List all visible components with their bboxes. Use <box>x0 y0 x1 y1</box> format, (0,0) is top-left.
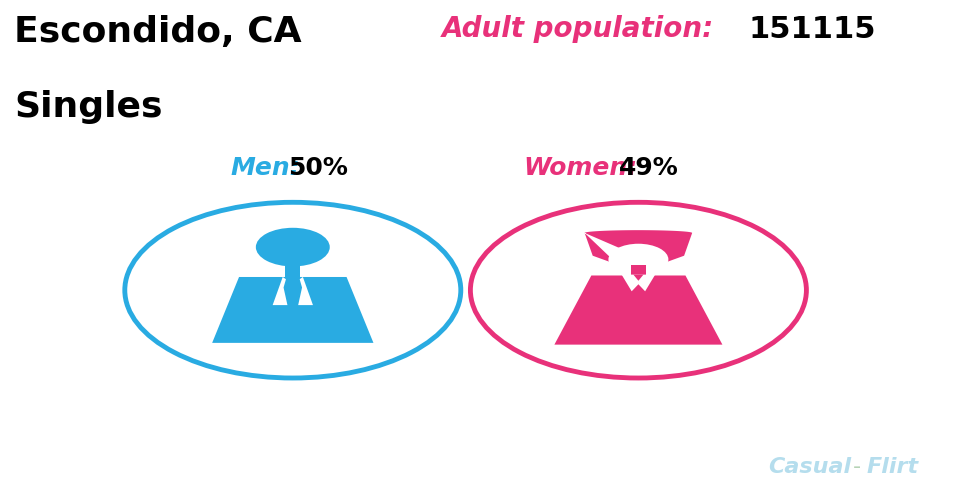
Polygon shape <box>283 279 302 311</box>
Polygon shape <box>555 276 723 345</box>
Text: Singles: Singles <box>14 90 163 124</box>
FancyBboxPatch shape <box>321 244 328 250</box>
Text: 50%: 50% <box>288 155 348 179</box>
Text: Women:: Women: <box>523 155 637 179</box>
Bar <box>631 266 646 276</box>
Text: Adult population:: Adult population: <box>442 15 714 43</box>
Polygon shape <box>293 278 313 306</box>
Text: 151115: 151115 <box>749 15 876 44</box>
FancyBboxPatch shape <box>257 244 265 250</box>
Polygon shape <box>273 278 293 306</box>
Circle shape <box>255 228 330 267</box>
Polygon shape <box>585 230 692 266</box>
Text: Casual: Casual <box>768 456 852 476</box>
Circle shape <box>470 203 806 378</box>
Polygon shape <box>212 278 373 343</box>
Text: -: - <box>852 456 860 476</box>
Text: 49%: 49% <box>619 155 679 179</box>
Bar <box>285 267 300 278</box>
Text: Men:: Men: <box>230 155 300 179</box>
Circle shape <box>125 203 461 378</box>
Text: Flirt: Flirt <box>867 456 919 476</box>
Circle shape <box>609 244 668 276</box>
Polygon shape <box>634 275 643 281</box>
Polygon shape <box>622 275 655 292</box>
Text: Escondido, CA: Escondido, CA <box>14 15 302 49</box>
